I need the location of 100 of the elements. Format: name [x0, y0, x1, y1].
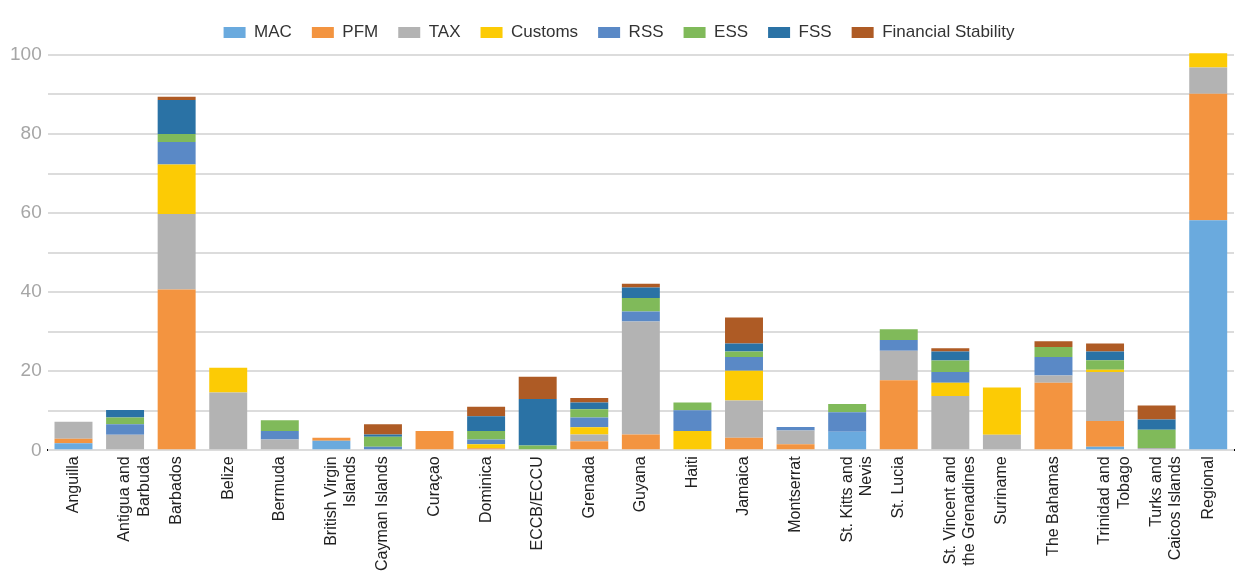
bar: [673, 402, 712, 411]
legend-label: Customs: [511, 22, 579, 42]
y-tick-label: 80: [20, 122, 42, 144]
bar: [157, 289, 196, 450]
x-tick-label: Trinidad and Tobago: [1095, 456, 1132, 545]
bar: [157, 213, 196, 290]
bar: [1034, 375, 1073, 383]
y-tick-label: 100: [10, 43, 42, 65]
legend-label: RSS: [628, 22, 664, 42]
bar: [931, 360, 970, 373]
bar: [570, 409, 609, 418]
bar: [828, 412, 867, 432]
bar: [621, 298, 660, 312]
bar: [106, 417, 145, 425]
x-tick-label: Regional: [1198, 456, 1216, 520]
bar: [157, 100, 196, 135]
bar: [54, 443, 93, 450]
x-tick-label: Antigua and Barbuda: [115, 456, 152, 542]
bar: [725, 370, 763, 401]
bar: [363, 434, 402, 437]
y-tick-label: 60: [20, 201, 42, 223]
bar: [621, 311, 660, 322]
bar: [1189, 67, 1228, 94]
x-tick-label: British Virgin Islands: [321, 456, 358, 546]
bar: [879, 350, 918, 381]
bar: [1086, 372, 1125, 422]
bar: [570, 402, 609, 410]
bar: [157, 134, 196, 142]
bar: [776, 430, 815, 445]
bar: [725, 317, 763, 344]
bar: [621, 287, 660, 299]
bar: [621, 321, 660, 435]
x-tick-label: St. Vincent and the Grenadines: [940, 456, 977, 566]
bar: [673, 410, 712, 431]
bar: [1086, 351, 1125, 361]
bar: [570, 441, 609, 450]
bar: [828, 404, 867, 413]
bar: [157, 96, 196, 101]
legend-label: MAC: [254, 22, 292, 42]
bar: [260, 420, 299, 431]
bar: [570, 417, 609, 428]
bar: [312, 437, 351, 441]
bar: [1034, 382, 1073, 450]
bar: [621, 434, 660, 450]
y-tick-label: 40: [20, 280, 42, 302]
bar: [1086, 421, 1125, 447]
bar: [931, 396, 970, 450]
x-tick-label: Grenada: [579, 456, 597, 519]
bar: [1034, 341, 1073, 348]
bar: [157, 164, 196, 214]
bar: [467, 430, 506, 440]
x-tick-label: The Bahamas: [1043, 456, 1061, 556]
bar: [982, 387, 1021, 435]
x-tick-label: Jamaica: [734, 456, 752, 516]
x-tick-label: Barbados: [167, 456, 185, 525]
bar: [776, 426, 815, 431]
bar: [879, 380, 918, 450]
x-tick-label: St. Kitts and Nevis: [837, 456, 874, 543]
legend-label: PFM: [342, 22, 379, 42]
x-tick-label: Cayman Islands: [373, 456, 391, 571]
bar: [776, 444, 815, 450]
x-tick-label: ECCB/ECCU: [528, 456, 546, 551]
bar: [931, 372, 970, 383]
y-tick-label: 20: [20, 359, 42, 381]
bar: [982, 434, 1021, 450]
bar: [1137, 429, 1176, 448]
bar: [725, 351, 763, 357]
x-tick-label: Curaçao: [424, 456, 442, 517]
bar: [106, 434, 145, 450]
bar: [415, 430, 454, 450]
bar: [467, 444, 506, 449]
bar: [312, 440, 351, 450]
x-tick-label: Anguilla: [63, 456, 81, 514]
x-tick-label: St. Lucia: [889, 456, 907, 519]
x-tick-label: Suriname: [992, 456, 1010, 525]
legend-label: FSS: [798, 22, 832, 42]
x-tick-label: Turks and Caicos Islands: [1147, 456, 1184, 561]
x-tick-label: Haiti: [682, 456, 700, 489]
legend-label: Financial Stability: [882, 22, 1015, 42]
bar: [1034, 356, 1073, 376]
bar: [518, 376, 557, 399]
bar: [1189, 220, 1228, 450]
bar: [725, 437, 763, 450]
bar: [931, 348, 970, 352]
bar: [931, 382, 970, 397]
bar: [673, 430, 712, 450]
bar: [260, 430, 299, 440]
y-tick-label: 0: [31, 438, 42, 460]
legend-label: ESS: [714, 22, 749, 42]
bar: [570, 434, 609, 442]
bar: [467, 406, 506, 417]
bar: [1189, 93, 1228, 221]
bar: [54, 421, 93, 439]
bar: [106, 424, 145, 435]
bar: [518, 398, 557, 446]
bar: [725, 400, 763, 438]
bar: [931, 351, 970, 361]
bar: [1189, 53, 1228, 68]
bar: [1086, 360, 1125, 370]
bar: [363, 424, 402, 435]
